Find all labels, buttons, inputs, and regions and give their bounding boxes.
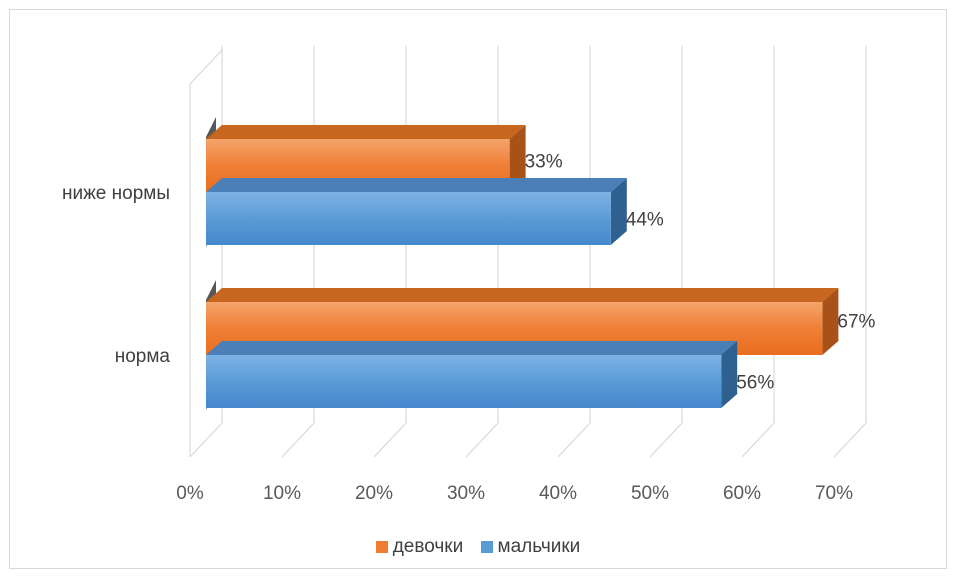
bar-side — [509, 125, 526, 192]
data-label: 67% — [837, 312, 875, 333]
x-tick-label: 20% — [355, 483, 393, 504]
legend-item-boys: мальчики — [480, 536, 581, 558]
legend-swatch-girls — [375, 541, 388, 553]
data-label: 56% — [736, 373, 774, 394]
legend-label-boys: мальчики — [497, 536, 581, 557]
bar-side — [610, 178, 627, 245]
x-tick-label: 50% — [631, 483, 669, 504]
gridline — [741, 46, 775, 458]
legend-label-girls: девочки — [392, 536, 464, 557]
data-label: 44% — [626, 210, 664, 231]
bar — [206, 355, 722, 408]
category-label: ниже нормы — [62, 183, 170, 204]
legend-item-girls: девочки — [375, 536, 464, 558]
bar-top — [206, 125, 526, 139]
gridline — [833, 46, 867, 458]
x-tick-label: 60% — [723, 483, 761, 504]
gridline — [557, 46, 591, 458]
category-label: норма — [115, 346, 171, 367]
x-tick-label: 30% — [447, 483, 485, 504]
bar-side — [822, 288, 839, 355]
bar-top — [206, 288, 839, 302]
data-label: 33% — [525, 152, 563, 173]
bars — [206, 117, 839, 410]
bar — [206, 192, 611, 245]
gridline — [649, 46, 683, 458]
bar-top — [206, 341, 738, 355]
axis-wall — [189, 49, 223, 457]
floor-wall — [189, 49, 223, 457]
bar-top — [206, 178, 627, 192]
x-tick-label: 40% — [539, 483, 577, 504]
legend: девочки мальчики — [0, 536, 956, 559]
legend-swatch-boys — [480, 541, 493, 553]
x-tick-label: 70% — [815, 483, 853, 504]
x-tick-label: 10% — [263, 483, 301, 504]
labels: 0% 10% 20% 30% 40% 50% 60% 70% ниже нормы 33% 44% н… — [62, 152, 876, 505]
bar-side — [721, 341, 738, 408]
x-tick-label: 0% — [176, 483, 204, 504]
